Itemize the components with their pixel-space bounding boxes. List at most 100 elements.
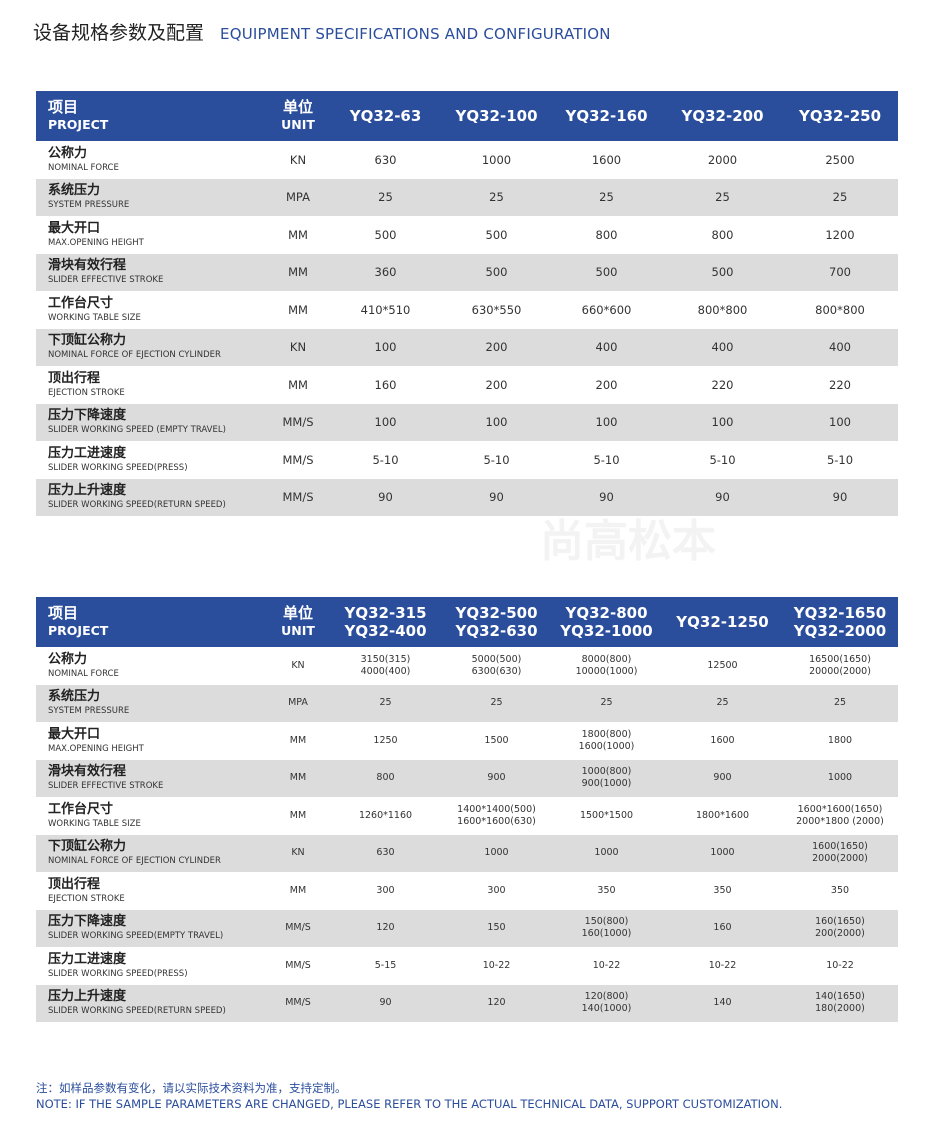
cell-line: 1800(800) [581,728,632,740]
cell-line: 100 [829,415,851,430]
cell-line: 25 [379,697,392,709]
cell-value: 200 [550,366,663,404]
row-label-cn: 工作台尺寸 [48,801,114,817]
title-en: EQUIPMENT SPECIFICATIONS AND CONFIGURATI… [220,25,611,43]
cell-value: 500 [443,216,550,254]
cell-line: 630*550 [471,302,522,317]
cell-line: 300 [376,884,395,896]
cell-line: 160 [374,377,397,392]
cell-value: 500 [443,253,550,291]
cell-value: 12500 [663,647,782,685]
cell-value: 160(1650) 200(2000) [782,909,898,947]
cell-line: 25 [716,697,729,709]
cell-line: 1000 [710,847,735,859]
row-label: 工作台尺寸 WORKING TABLE SIZE [36,797,268,835]
row-unit: MM [288,377,308,392]
cell-line: 2000 [707,152,738,167]
cell-value: 5-10 [328,441,443,479]
cell-value: 25 [443,684,550,722]
row-label-cn: 公称力 [48,145,88,161]
cell-value: 1400*1400(500) 1600*1600(630) [443,797,550,835]
row-label: 公称力 NOMINAL FORCE [36,647,268,685]
cell-value: 1800(800) 1600(1000) [550,722,663,760]
table-row: 公称力 NOMINAL FORCE KN 630 1000 1600 2000 2500 [36,141,898,179]
cell-value: 500 [663,253,782,291]
table-row: 顶出行程 EJECTION STROKE MM 300 300 350 350 350 [36,872,898,910]
row-label-en: NOMINAL FORCE OF EJECTION CYLINDER [48,350,221,361]
cell-line: 90 [379,997,392,1009]
row-label-en: NOMINAL FORCE [48,668,119,679]
cell-line: 10-22 [482,959,511,971]
model-name: YQ32-250 [798,107,882,125]
cell-value: 2000 [663,141,782,179]
watermark-logo: 尚高松本 [540,516,716,567]
cell-line: 10000(1000) [575,665,638,677]
cell-value: 5-15 [328,947,443,985]
cell-line: 900(1000) [581,778,632,790]
row-label-en: SLIDER WORKING SPEED(RETURN SPEED) [48,500,226,511]
cell-line: 220 [711,377,734,392]
cell-line: 1600*1600(1650) [797,803,883,815]
cell-line: 120(800) [584,991,629,1003]
cell-line: 160(1650) [815,916,865,928]
row-label: 滑块有效行程 SLIDER EFFECTIVE STROKE [36,253,268,291]
cell-value: 140(1650) 180(2000) [782,984,898,1022]
row-label-en: SLIDER EFFECTIVE STROKE [48,275,164,286]
cell-line: 400 [595,340,618,355]
table-row: 工作台尺寸 WORKING TABLE SIZE MM 410*510 630*550 6… [36,291,898,329]
header-project-cn: 项目 [48,604,79,622]
cell-line: 350 [830,884,850,896]
row-label-cn: 压力下降速度 [48,408,127,424]
model-name: YQ32-315 [344,604,427,622]
cell-line: 1500 [484,734,509,746]
cell-line: 400 [711,340,734,355]
row-label-cn: 滑块有效行程 [48,764,127,780]
cell-value: 10-22 [443,947,550,985]
row-label-cn: 下顶缸公称力 [48,839,127,855]
cell-line: 1250 [373,734,398,746]
row-label: 工作台尺寸 WORKING TABLE SIZE [36,291,268,329]
row-label-cn: 下顶缸公称力 [48,333,127,349]
cell-line: 140(1650) [815,991,865,1003]
cell-value: 90 [782,478,898,516]
cell-line: 660*600 [581,302,632,317]
cell-value: 25 [663,178,782,216]
page-title: 设备规格参数及配置 EQUIPMENT SPECIFICATIONS AND C… [33,18,611,45]
header-model: YQ32-160 [550,91,663,141]
row-unit: MM/S [268,403,328,441]
cell-value: 800 [550,216,663,254]
cell-line: 410*510 [360,302,411,317]
cell-value: 1250 [328,722,443,760]
cell-value: 150(800) 160(1000) [550,909,663,947]
row-label-en: SLIDER WORKING SPEED(EMPTY TRAVEL) [48,931,224,942]
row-label: 压力下降速度 SLIDER WORKING SPEED (EMPTY TRAVEL… [36,403,268,441]
cell-value: 220 [782,366,898,404]
cell-line: 25 [490,697,503,709]
row-label-cn: 顶出行程 [48,370,101,386]
cell-value: 25 [663,684,782,722]
cell-value: 5-10 [550,441,663,479]
model-name: YQ32-100 [455,107,538,125]
cell-line: 1400*1400(500) [457,803,536,815]
cell-value: 300 [443,872,550,910]
model-name: YQ32-500 [455,604,538,622]
cell-line: 6300(630) [471,665,522,677]
cell-value: 25 [782,684,898,722]
model-name: YQ32-63 [349,107,422,125]
row-label-en: NOMINAL FORCE [48,162,119,173]
row-label-en: MAX.OPENING HEIGHT [48,237,144,248]
row-label: 顶出行程 EJECTION STROKE [36,366,268,404]
cell-value: 360 [328,253,443,291]
cell-line: 5-10 [826,452,854,467]
cell-value: 410*510 [328,291,443,329]
spec-table-1: 项目 PROJECT 单位 UNIT YQ32-63 YQ32-100 YQ32-160 YQ… [36,91,898,516]
cell-value: 1600*1600(1650) 2000*1800 (2000) [782,797,898,835]
cell-value: 1600 [550,141,663,179]
table-row: 压力下降速度 SLIDER WORKING SPEED (EMPTY TRAVEL… [36,403,898,441]
table-row: 系统压力 SYSTEM PRESSURE MPA 25 25 25 25 25 [36,178,898,216]
cell-line: 400 [829,340,851,355]
cell-line: 2000*1800 (2000) [796,815,884,827]
row-unit: KN [289,152,307,167]
table-row: 压力工进速度 SLIDER WORKING SPEED(PRESS) MM/S 5-1… [36,947,898,985]
row-label-en: SLIDER WORKING SPEED(PRESS) [48,462,188,473]
